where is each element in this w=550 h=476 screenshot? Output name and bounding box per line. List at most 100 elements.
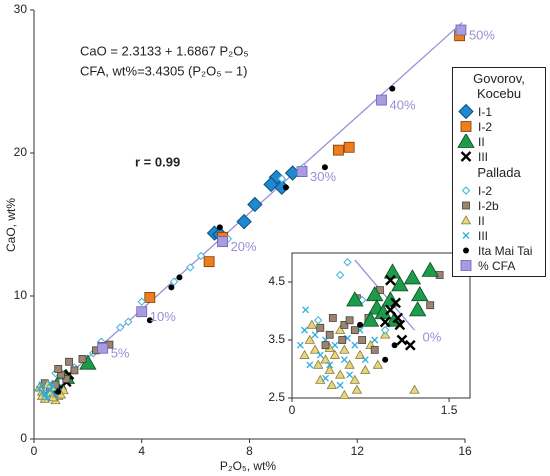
point [247, 196, 263, 213]
point [338, 336, 347, 344]
legend-swatch [462, 201, 470, 210]
point [332, 144, 344, 156]
legend-marker [461, 186, 471, 195]
legend-group-title: Pallada [477, 165, 521, 180]
point [382, 356, 389, 363]
point [136, 306, 148, 318]
point [392, 312, 404, 324]
point [55, 388, 62, 395]
point [391, 342, 398, 349]
point [320, 354, 331, 364]
legend-label: II [478, 213, 485, 228]
legend-label: I-2 [478, 183, 493, 198]
point [203, 256, 215, 268]
legend-item: % CFA [456, 258, 542, 273]
legend-item: Ita Mai Tai [456, 243, 542, 258]
point [346, 371, 354, 379]
point [62, 375, 71, 383]
point [316, 323, 325, 332]
r-label: r = 0.99 [135, 154, 180, 169]
x-tick-label: 4 [138, 444, 145, 458]
point [236, 213, 252, 230]
inset: 2.5 3.5 4.5 0 1.5 0% [268, 252, 471, 417]
point [324, 364, 335, 374]
y-tick-label: 0 [20, 431, 27, 445]
point-label: 5% [111, 346, 130, 361]
legend-label: III [478, 228, 489, 243]
point [326, 361, 334, 369]
point [370, 345, 379, 354]
point [282, 184, 289, 191]
point [334, 369, 346, 379]
point [321, 164, 328, 171]
legend-marker [457, 134, 475, 148]
equation: CaO = 2.3133 + 1.6867 P₂O₅ [80, 43, 249, 58]
point-label: 40% [389, 98, 415, 113]
point [169, 277, 179, 286]
point [372, 359, 384, 369]
y-axis-label: CaO, wt% [4, 198, 18, 252]
legend-label: II [478, 134, 485, 149]
legend-item: I-2b [456, 198, 542, 213]
point [357, 321, 364, 328]
point [345, 316, 354, 325]
point [301, 326, 309, 334]
x-axis-label: P₂O₅, wt% [220, 459, 276, 473]
point [41, 392, 49, 400]
x-tick-label: 8 [246, 444, 253, 458]
legend-swatch [457, 134, 475, 148]
point [411, 285, 429, 302]
point [325, 330, 334, 339]
point [340, 321, 349, 329]
legend-marker [460, 260, 472, 271]
point [65, 357, 73, 366]
point [306, 319, 318, 329]
point [339, 344, 350, 354]
point [354, 349, 366, 359]
point [321, 341, 330, 350]
legend-marker [458, 104, 474, 119]
point [426, 301, 435, 310]
point [322, 374, 329, 382]
x-tick-label: 0 [31, 444, 38, 458]
point [391, 276, 409, 292]
point [331, 341, 339, 349]
point [296, 166, 308, 177]
y-tick-label: 3.5 [268, 332, 285, 346]
point [46, 386, 54, 394]
point-label: 10% [150, 309, 176, 324]
point [339, 389, 350, 399]
legend-swatch [463, 247, 469, 254]
point [196, 251, 206, 261]
point [124, 317, 133, 326]
point [315, 374, 326, 384]
point [394, 319, 406, 331]
point [97, 342, 109, 354]
legend-swatch [460, 151, 472, 162]
point [54, 365, 63, 373]
point [316, 351, 324, 359]
point [277, 174, 287, 183]
point [455, 24, 467, 36]
point [115, 323, 125, 332]
x-tick-label: 1.5 [441, 403, 458, 417]
point [390, 297, 402, 309]
trend-line [354, 259, 416, 331]
y-tick-label: 20 [14, 145, 28, 159]
point [216, 224, 223, 231]
legend-label: % CFA [478, 258, 516, 273]
legend-swatch [461, 186, 471, 195]
point [404, 339, 416, 351]
legend-marker [462, 232, 470, 239]
point [217, 236, 228, 248]
point [396, 334, 408, 346]
point [46, 379, 54, 387]
x-tick-label: 12 [351, 444, 365, 458]
main-plot: 0 10 20 30 0 4 8 12 16 50% 40% 30% 20% 10% 5% [14, 2, 496, 458]
point-label: 20% [231, 239, 257, 254]
point [263, 176, 279, 193]
point [343, 258, 352, 267]
legend-marker [462, 201, 470, 210]
point [350, 326, 359, 335]
legend-swatch [460, 215, 472, 225]
